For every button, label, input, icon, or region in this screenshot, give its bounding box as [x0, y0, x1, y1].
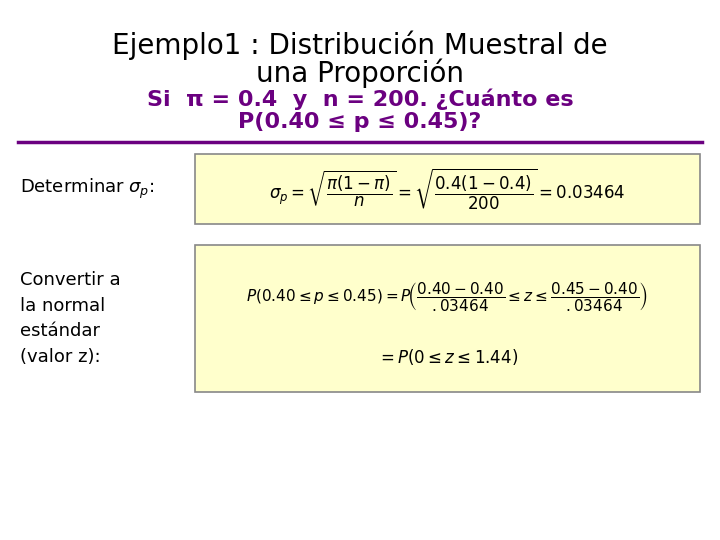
Text: $P(0.40 \leq p \leq 0.45) = P\!\left(\dfrac{0.40 - 0.40}{.03464} \leq z \leq \df: $P(0.40 \leq p \leq 0.45) = P\!\left(\df…: [246, 280, 649, 313]
Text: Convertir a
la normal
estándar
(valor z):: Convertir a la normal estándar (valor z)…: [20, 271, 121, 366]
FancyBboxPatch shape: [195, 245, 700, 392]
Text: Ejemplo1 : Distribución Muestral de: Ejemplo1 : Distribución Muestral de: [112, 30, 608, 59]
Text: $\sigma_p = \sqrt{\dfrac{\pi(1-\pi)}{n}} = \sqrt{\dfrac{0.4(1-0.4)}{200}} = 0.03: $\sigma_p = \sqrt{\dfrac{\pi(1-\pi)}{n}}…: [269, 166, 626, 212]
Text: una Proporción: una Proporción: [256, 58, 464, 87]
Text: Determinar $\sigma_p$:: Determinar $\sigma_p$:: [20, 177, 155, 201]
Text: Si  π = 0.4  y  n = 200. ¿Cuánto es: Si π = 0.4 y n = 200. ¿Cuánto es: [147, 88, 573, 110]
FancyBboxPatch shape: [195, 154, 700, 224]
Text: P(0.40 ≤ p ≤ 0.45)?: P(0.40 ≤ p ≤ 0.45)?: [238, 112, 482, 132]
Text: $= P(0 \leq z \leq 1.44)$: $= P(0 \leq z \leq 1.44)$: [377, 347, 518, 367]
